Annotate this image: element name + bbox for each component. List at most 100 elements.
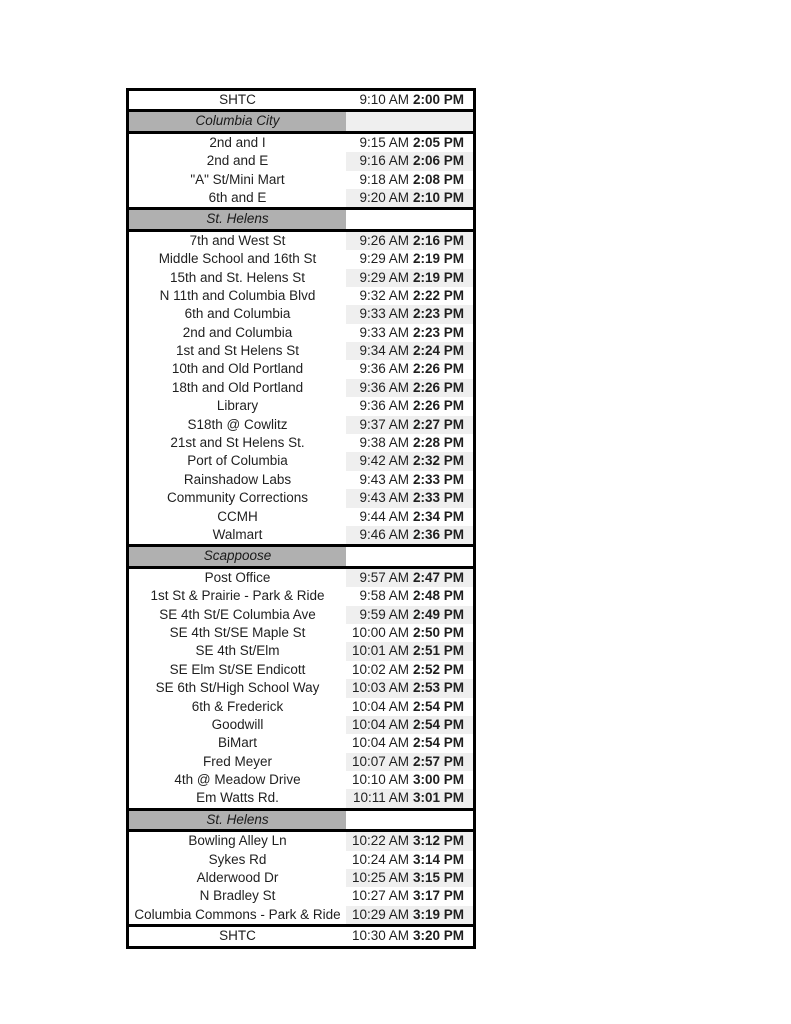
am-time: 10:02 AM: [351, 661, 409, 677]
stop-name: 6th and E: [208, 189, 267, 205]
stop-name: Post Office: [204, 569, 271, 585]
stop-name: Library: [216, 398, 259, 414]
am-time: 9:18 AM: [359, 171, 409, 187]
pm-time: 2:57 PM: [411, 752, 473, 772]
stop-name: Community Corrections: [166, 490, 309, 506]
stop-name: Port of Columbia: [187, 453, 288, 469]
stop-name: 21st and St Helens St.: [170, 435, 305, 451]
stop-name: 18th and Old Portland: [171, 379, 304, 395]
stop-name: Alderwood Dr: [196, 870, 279, 886]
table-row: Library 9:36 AM 2:26 PM: [129, 397, 473, 415]
am-time: 9:57 AM: [346, 568, 411, 588]
section-times-spacer: [346, 210, 473, 228]
stop-name: CCMH: [217, 508, 258, 524]
stop-name: Middle School and 16th St: [158, 251, 317, 267]
am-time: 9:37 AM: [346, 415, 411, 435]
am-time: 9:29 AM: [359, 251, 409, 267]
table-row: Rainshadow Labs 9:43 AM 2:33 PM: [129, 471, 473, 489]
am-time: 10:04 AM: [351, 735, 409, 751]
stop-name: N Bradley St: [199, 888, 276, 904]
am-time: 9:32 AM: [359, 287, 409, 303]
table-row: Sykes Rd 10:24 AM 3:14 PM: [129, 851, 473, 869]
am-time: 9:10 AM: [359, 92, 409, 107]
table-row: SE 4th St/SE Maple St 10:00 AM 2:50 PM: [129, 624, 473, 642]
stop-name: 15th and St. Helens St: [169, 269, 306, 285]
pm-time: 2:36 PM: [411, 525, 473, 545]
stop-name: 2nd and Columbia: [182, 324, 293, 340]
am-time: 10:25 AM: [346, 869, 411, 888]
section-header-row: Scappoose: [129, 544, 473, 569]
pm-time: 3:20 PM: [412, 928, 464, 944]
am-time: 10:10 AM: [351, 772, 409, 788]
pm-time: 2:19 PM: [412, 251, 464, 267]
section-header-row: Columbia City: [129, 112, 473, 134]
stop-name: SHTC: [219, 928, 256, 944]
table-row: Post Office 9:57 AM 2:47 PM: [129, 568, 473, 588]
am-time: 9:38 AM: [359, 435, 409, 451]
table-row: Bowling Alley Ln 10:22 AM 3:12 PM: [129, 832, 473, 851]
am-time: 10:30 AM: [351, 928, 409, 944]
section-times-spacer: [346, 547, 473, 565]
pm-time: 2:16 PM: [411, 231, 473, 251]
am-time: 9:33 AM: [346, 305, 411, 324]
stop-name: 1st and St Helens St: [175, 343, 300, 359]
stop-name: SE 4th St/Elm: [195, 643, 280, 659]
am-time: 9:46 AM: [346, 525, 411, 545]
table-row: 18th and Old Portland 9:36 AM 2:26 PM: [129, 378, 473, 398]
table-row: 2nd and I 9:15 AM 2:05 PM: [129, 134, 473, 152]
table-row: N 11th and Columbia Blvd 9:32 AM 2:22 PM: [129, 287, 473, 305]
pm-time: 2:53 PM: [411, 679, 473, 698]
stop-name: Columbia Commons - Park & Ride: [134, 906, 341, 922]
table-row: Fred Meyer 10:07 AM 2:57 PM: [129, 752, 473, 772]
stop-name: SE Elm St/SE Endicott: [169, 661, 306, 677]
table-row: N Bradley St 10:27 AM 3:17 PM: [129, 887, 473, 905]
am-time: 9:42 AM: [346, 452, 411, 471]
section-name: St. Helens: [129, 810, 346, 830]
section-header-row: St. Helens: [129, 807, 473, 833]
pm-time: 2:22 PM: [412, 287, 464, 303]
section-name: Columbia City: [129, 112, 346, 131]
table-row: 15th and St. Helens St 9:29 AM 2:19 PM: [129, 268, 473, 287]
am-time: 9:15 AM: [359, 134, 409, 150]
stop-name: 6th & Frederick: [191, 698, 284, 714]
am-time: 9:26 AM: [346, 231, 411, 251]
table-row: 1st and St Helens St 9:34 AM 2:24 PM: [129, 342, 473, 361]
am-time: 9:20 AM: [346, 188, 411, 208]
table-row: 2nd and Columbia 9:33 AM 2:23 PM: [129, 324, 473, 342]
am-time: 9:59 AM: [346, 605, 411, 624]
am-time: 10:03 AM: [346, 679, 411, 698]
am-time: 9:43 AM: [359, 471, 409, 487]
table-row: Em Watts Rd. 10:11 AM 3:01 PM: [129, 789, 473, 808]
table-row: 6th and Columbia 9:33 AM 2:23 PM: [129, 305, 473, 324]
table-row: 2nd and E 9:16 AM 2:06 PM: [129, 152, 473, 171]
stop-name: Bowling Alley Ln: [188, 833, 287, 849]
stop-name: SE 4th St/E Columbia Ave: [159, 606, 316, 622]
am-time: 9:34 AM: [346, 342, 411, 361]
table-row: SE Elm St/SE Endicott 10:02 AM 2:52 PM: [129, 661, 473, 679]
pm-time: 3:01 PM: [411, 789, 473, 808]
table-row: 7th and West St 9:26 AM 2:16 PM: [129, 231, 473, 251]
pm-time: 3:15 PM: [411, 869, 473, 888]
stop-name: S18th @ Cowlitz: [187, 416, 288, 432]
table-row: S18th @ Cowlitz 9:37 AM 2:27 PM: [129, 415, 473, 435]
table-row: SHTC 9:10 AM 2:00 PM: [129, 91, 473, 113]
am-time: 9:33 AM: [359, 324, 409, 340]
stop-name: 2nd and E: [206, 153, 269, 169]
stop-name: SE 6th St/High School Way: [155, 680, 320, 696]
am-time: 10:00 AM: [351, 624, 409, 640]
table-row: SE 4th St/Elm 10:01 AM 2:51 PM: [129, 642, 473, 661]
bus-schedule-table: SHTC 9:10 AM 2:00 PM Columbia City 2nd a…: [126, 88, 476, 949]
pm-time: 2:51 PM: [411, 642, 473, 661]
stop-name: BiMart: [217, 735, 257, 751]
stop-name: Goodwill: [211, 716, 264, 732]
pm-time: 2:52 PM: [412, 661, 464, 677]
pm-time: 3:00 PM: [412, 772, 464, 788]
stop-name: SHTC: [219, 92, 256, 107]
table-row: Columbia Commons - Park & Ride 10:29 AM …: [129, 905, 473, 925]
pm-time: 2:10 PM: [411, 188, 473, 208]
table-row: Middle School and 16th St 9:29 AM 2:19 P…: [129, 250, 473, 268]
section-times-spacer: [346, 811, 473, 829]
am-time: 10:29 AM: [346, 905, 411, 925]
stop-name: 4th @ Meadow Drive: [174, 772, 301, 788]
am-time: 10:01 AM: [346, 642, 411, 661]
